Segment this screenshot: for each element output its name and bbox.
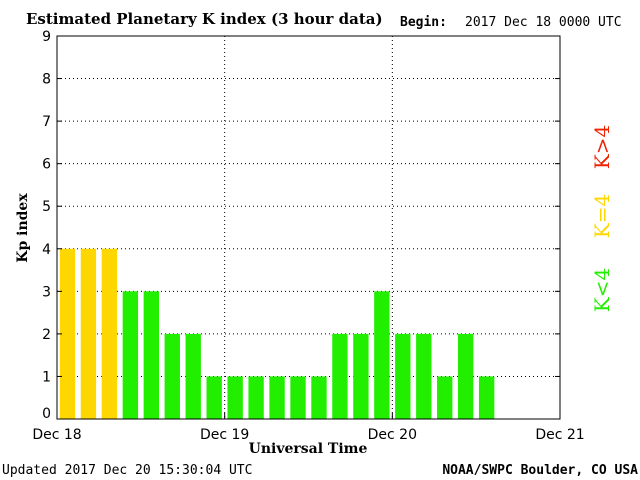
begin-label: Begin: <box>400 15 447 30</box>
x-tick-label: Dec 19 <box>200 427 249 443</box>
y-tick-label: 1 <box>42 369 51 385</box>
kp-bar <box>80 248 97 419</box>
kp-bar <box>374 291 390 419</box>
kp-bar <box>478 376 495 419</box>
plot-frame <box>56 35 561 420</box>
updated-timestamp: Updated 2017 Dec 20 15:30:04 UTC <box>2 463 252 478</box>
kp-bar <box>353 333 369 419</box>
y-tick-label: 5 <box>42 199 51 215</box>
kp-bar <box>458 333 474 419</box>
y-tick-label: 6 <box>42 157 51 173</box>
kp-bar <box>122 291 139 419</box>
bars <box>59 248 495 419</box>
x-tick-label: Dec 18 <box>32 427 81 443</box>
y-tick-label: 3 <box>42 284 51 300</box>
legend-k-above-4: K>4 <box>590 125 614 169</box>
y-tick-label: 8 <box>42 72 51 88</box>
source-credit: NOAA/SWPC Boulder, CO USA <box>442 463 638 478</box>
begin-value: 2017 Dec 18 0000 UTC <box>465 15 622 30</box>
y-tick-labels: 0 1 2 3 4 5 6 7 8 9 <box>42 29 560 422</box>
kp-bar <box>227 376 243 419</box>
kp-bar <box>395 333 411 419</box>
kp-bar <box>332 333 348 419</box>
kp-bar <box>164 333 180 419</box>
legend-k-equal-4: K=4 <box>590 194 614 238</box>
x-tick-label: Dec 20 <box>368 427 417 443</box>
y-tick-label: 4 <box>42 242 51 258</box>
kp-bar <box>185 333 201 419</box>
kp-bar <box>437 376 453 419</box>
kp-bar <box>206 376 222 419</box>
x-tick-label: Dec 21 <box>535 427 584 443</box>
kp-bar <box>101 248 118 419</box>
kp-bar <box>59 248 76 419</box>
x-tick-labels: Dec 18 Dec 19 Dec 20 Dec 21 <box>32 413 585 443</box>
y-axis-label: Kp index <box>15 193 31 263</box>
legend-k-below-4: K<4 <box>590 268 614 312</box>
chart-title: Estimated Planetary K index (3 hour data… <box>26 10 383 28</box>
kp-bar <box>290 376 306 419</box>
x-axis-label: Universal Time <box>249 441 368 457</box>
kp-bar <box>143 291 159 419</box>
kp-bar <box>248 376 264 419</box>
kp-bar <box>311 376 327 419</box>
kp-bar <box>269 376 285 419</box>
y-tick-label: 0 <box>42 406 51 422</box>
y-tick-label: 2 <box>42 327 51 343</box>
kp-bar <box>416 333 432 419</box>
y-tick-label: 9 <box>42 29 51 45</box>
y-tick-label: 7 <box>42 114 51 130</box>
